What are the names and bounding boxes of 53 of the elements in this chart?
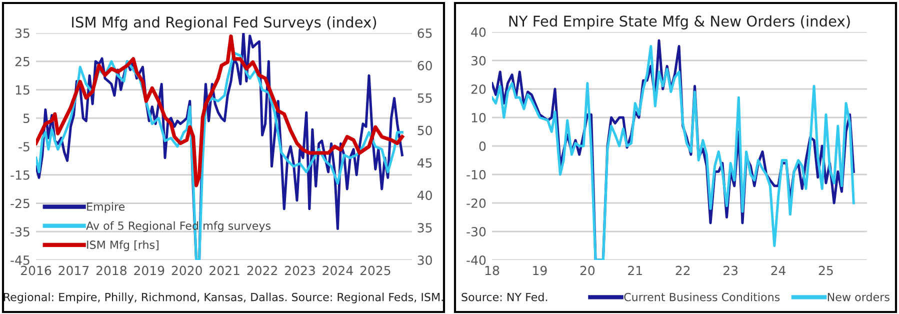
x-tick-label: 2023 (285, 266, 315, 276)
y-tick-label: 10 (472, 112, 486, 122)
y-tick-label: -5 (18, 142, 30, 152)
x-tick-label: 2016 (21, 266, 52, 276)
chart-title: NY Fed Empire State Mfg & New Orders (index) (509, 15, 850, 30)
x-tick-label: 22 (676, 266, 690, 276)
y2-tick-label: 30 (418, 255, 432, 265)
y-tick-label: -25 (10, 198, 30, 208)
y2-tick-label: 45 (417, 158, 432, 168)
x-tick-label: 2021 (210, 266, 240, 276)
y-tick-label: 0 (479, 141, 486, 151)
legend-label: ISM Mfg [rhs] (87, 240, 158, 252)
source-note: Source: NY Fed. (462, 292, 548, 302)
y-tick-label: -35 (10, 227, 30, 237)
y-tick-label: -40 (466, 255, 486, 265)
y2-tick-label: 65 (418, 28, 432, 38)
x-tick-label: 2018 (96, 266, 126, 276)
legend-label: Current Business Conditions (624, 292, 780, 302)
y-tick-label: 20 (471, 84, 486, 94)
y2-tick-label: 60 (418, 60, 432, 70)
legend-label: New orders (828, 292, 890, 302)
x-tick-label: 23 (724, 266, 738, 276)
chart-title: ISM Mfg and Regional Fed Surveys (index) (72, 16, 376, 30)
x-tick-label: 2019 (134, 266, 164, 276)
y-tick-label: 35 (15, 28, 30, 38)
text: Regional: Empire, Philly, Richmond, Kansas, Dallas. Source: Regional Feds, ISM. (4, 292, 443, 304)
x-tick-label: 18 (485, 266, 500, 276)
y-tick-label: -10 (466, 170, 486, 180)
y-tick-label: -20 (466, 198, 486, 208)
x-tick-label: 24 (771, 266, 786, 276)
x-tick-label: 19 (533, 266, 547, 276)
y-tick-label: 30 (471, 56, 486, 66)
y-tick-label: 40 (471, 27, 486, 37)
y2-tick-label: 40 (417, 190, 432, 200)
y-tick-label: 25 (15, 56, 30, 66)
y2-tick-label: 55 (418, 93, 432, 103)
y-tick-label: 5 (23, 114, 30, 124)
y2-tick-label: 50 (418, 126, 432, 136)
x-tick-label: 2022 (247, 266, 277, 276)
y-tick-label: 15 (16, 85, 30, 95)
y-tick-label: -45 (10, 256, 30, 265)
x-tick-label: 25 (818, 266, 833, 276)
line-series (36, 34, 404, 188)
x-tick-label: 2017 (58, 266, 89, 276)
y-tick-label: -15 (10, 170, 30, 180)
legend-label: Empire (87, 202, 125, 213)
x-tick-label: 21 (628, 266, 642, 276)
x-tick-label: 20 (580, 266, 595, 276)
x-tick-label: 2024 (322, 266, 353, 276)
y-tick-label: -30 (466, 226, 486, 236)
y2-tick-label: 35 (418, 223, 432, 232)
x-tick-label: 2020 (172, 266, 202, 276)
x-tick-label: 2025 (360, 266, 390, 276)
